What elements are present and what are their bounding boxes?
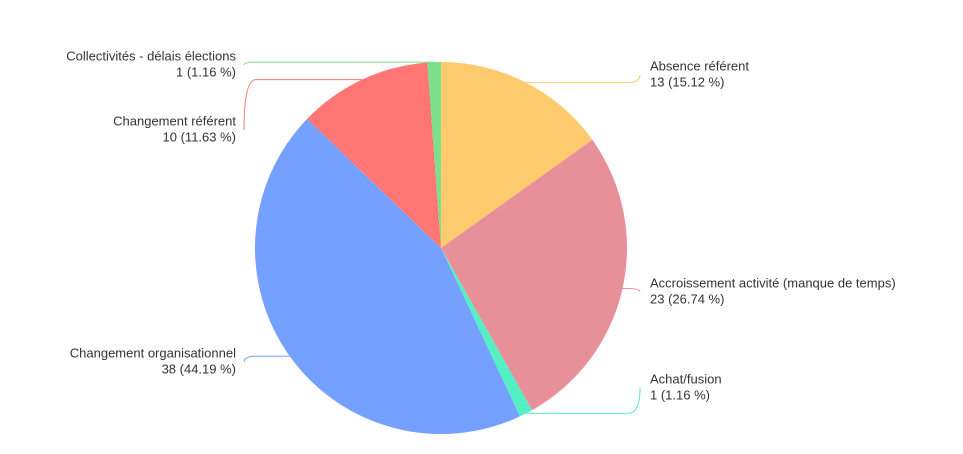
leader-line: [243, 79, 363, 131]
leader-line: [243, 61, 435, 66]
pie-slice: [441, 139, 628, 411]
pie-slice: [254, 118, 520, 435]
slice-value-label: 1 (1.16 %): [650, 387, 710, 402]
pie-slice: [427, 62, 441, 248]
slice-value-label: 13 (15.12 %): [650, 74, 724, 89]
leader-line: [526, 74, 641, 84]
pie-slice: [441, 62, 593, 248]
slice-label: Accroissement activité (manque de temps): [650, 275, 896, 290]
leader-line: [526, 387, 641, 414]
slice-label: Changement organisationnel: [70, 345, 236, 360]
leader-line: [622, 287, 641, 293]
slice-value-label: 1 (1.16 %): [176, 64, 236, 79]
slice-value-label: 10 (11.63 %): [163, 129, 236, 144]
slice-label: Absence référent: [650, 58, 749, 73]
leader-line: [243, 355, 290, 363]
slice-label: Changement référent: [113, 113, 236, 128]
slice-label: Collectivités - délais élections: [66, 48, 236, 63]
slice-value-label: 23 (26.74 %): [650, 291, 724, 306]
pie-slice: [441, 248, 533, 417]
slice-label: Achat/fusion: [650, 371, 722, 386]
pie-slice: [307, 62, 441, 248]
slice-value-label: 38 (44.19 %): [162, 361, 236, 376]
